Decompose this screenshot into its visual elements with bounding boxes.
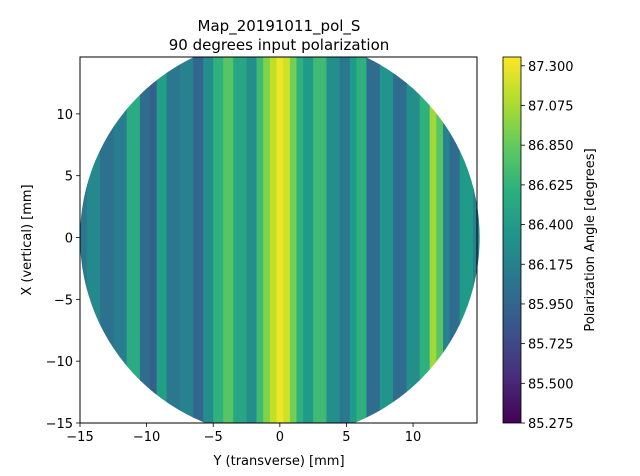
- heatmap-column: [349, 57, 358, 423]
- colorbar-tick-label: 87.300: [528, 60, 574, 75]
- colorbar-tick-label: 85.725: [528, 338, 574, 353]
- heatmap-column: [113, 57, 128, 423]
- colorbar-tick-label: 85.500: [528, 377, 574, 392]
- heatmap-column: [326, 57, 341, 423]
- y-axis: −15 −10 −5 0 5 10: [46, 108, 80, 432]
- heatmap-column: [86, 57, 101, 423]
- heatmap-column: [473, 57, 480, 423]
- heatmap-column: [429, 57, 437, 423]
- x-tick-label: 10: [405, 430, 422, 445]
- heatmap-column: [99, 57, 114, 423]
- y-tick-label: −10: [46, 355, 73, 370]
- y-tick-label: −5: [54, 293, 73, 308]
- heatmap-column: [126, 57, 141, 423]
- y-axis-label: X (vertical) [mm]: [20, 184, 35, 295]
- y-tick-label: 5: [65, 170, 73, 185]
- heatmap-column: [223, 57, 234, 423]
- heatmap-column: [303, 57, 314, 423]
- heatmap-column: [443, 57, 451, 423]
- x-tick-label: −5: [204, 430, 223, 445]
- heatmap-column: [393, 57, 407, 423]
- heatmap-column: [339, 57, 351, 423]
- heatmap-column: [366, 57, 381, 423]
- chart-title: Map_20191011_pol_S: [198, 17, 361, 36]
- heatmap-column: [356, 57, 368, 423]
- y-tick-label: 0: [65, 232, 73, 247]
- plot-frame: [79, 56, 478, 424]
- x-tick-label: −15: [66, 430, 93, 445]
- heatmap-column: [276, 57, 284, 423]
- heatmap-column: [419, 57, 431, 423]
- heatmap-column: [436, 57, 444, 423]
- colorbar-axis: 85.275 85.500 85.725 85.950 86.175 86.400 86.6…: [521, 60, 574, 432]
- heatmap-column: [213, 57, 224, 423]
- heatmap-column: [379, 57, 394, 423]
- heatmap-column: [256, 57, 264, 423]
- heatmap-column: [449, 57, 461, 423]
- colorbar-label: Polarization Angle [degrees]: [583, 148, 598, 331]
- heatmap-column: [149, 57, 158, 423]
- y-tick-label: 10: [56, 108, 73, 123]
- heatmap-column: [296, 57, 304, 423]
- colorbar-tick-label: 85.950: [528, 298, 574, 313]
- heatmap-column: [156, 57, 168, 423]
- heatmap-column: [80, 57, 88, 423]
- x-tick-label: 0: [276, 430, 284, 445]
- heatmap-column: [233, 57, 248, 423]
- heatmap-column: [269, 57, 278, 423]
- heatmap-column: [459, 57, 474, 423]
- heatmap-column: [406, 57, 421, 423]
- x-tick-label: −10: [133, 430, 160, 445]
- colorbar: [502, 56, 522, 424]
- heatmap-column: [203, 57, 214, 423]
- x-tick-label: 5: [342, 430, 350, 445]
- heatmap-column: [193, 57, 204, 423]
- heatmap-column: [139, 57, 151, 423]
- heatmap-map: [80, 57, 480, 423]
- heatmap-column: [246, 57, 258, 423]
- colorbar-tick-label: 87.075: [528, 100, 574, 115]
- heatmap-column: [313, 57, 328, 423]
- y-tick-label: −15: [46, 417, 73, 432]
- heatmap-column: [263, 57, 271, 423]
- colorbar-tick-label: 86.400: [528, 219, 574, 234]
- x-axis: −15 −10 −5 0 5 10: [66, 423, 421, 445]
- heatmap-column: [283, 57, 291, 423]
- colorbar-tick-label: 86.175: [528, 258, 574, 273]
- x-axis-label: Y (transverse) [mm]: [212, 454, 344, 469]
- colorbar-tick-label: 86.625: [528, 179, 574, 194]
- colorbar-tick-label: 85.275: [528, 417, 574, 432]
- colorbar-tick-label: 86.850: [528, 139, 574, 154]
- chart-subtitle: 90 degrees input polarization: [169, 36, 390, 54]
- heatmap-column: [166, 57, 181, 423]
- heatmap-column: [289, 57, 298, 423]
- heatmap-column: [179, 57, 194, 423]
